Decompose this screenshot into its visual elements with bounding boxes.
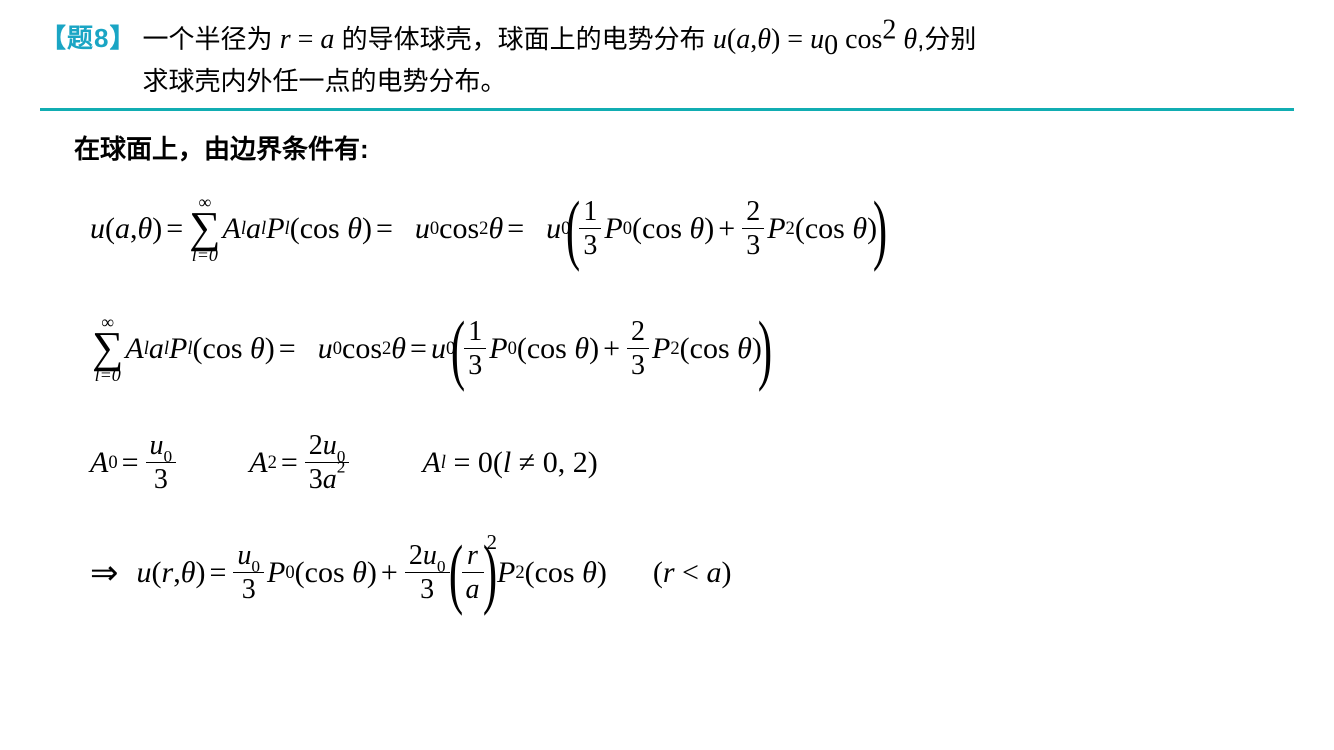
theta: θ [896, 24, 917, 55]
problem-header: 【题8】 一个半径为 r = a 的导体球壳，球面上的电势分布 u(a,θ) =… [40, 18, 1294, 102]
text-part: 的导体球壳，球面上的电势分布 [334, 24, 712, 54]
u: u [90, 212, 105, 246]
problem-label: 【题8】 [40, 18, 136, 55]
args: (a,θ) [727, 24, 780, 55]
fraction: 23 [742, 197, 764, 261]
fraction: 2u0 3a2 [305, 431, 350, 495]
var-r: r [280, 24, 291, 55]
fraction: 2u0 3 [405, 541, 450, 605]
cos: cos [838, 24, 882, 55]
summation-icon: ∞ ∑ l=0 [189, 193, 220, 264]
equation-3: A0 = u0 3 A2 = 2u0 3a2 Al = 0(l ≠ 0, 2) [90, 424, 1294, 502]
problem-statement: 一个半径为 r = a 的导体球壳，球面上的电势分布 u(a,θ) = u0 c… [142, 18, 976, 102]
sub-0: 0 [824, 30, 838, 61]
sup-2: 2 [882, 14, 896, 45]
paren-group: ( 13 P0(cos θ) + 23 P2(cos θ) ) [455, 310, 768, 388]
body-intro: 在球面上，由边界条件有: [74, 129, 1294, 166]
text-part: ,分别 [917, 24, 976, 54]
fraction: u0 3 [233, 541, 264, 605]
squared-paren: ( r a ) 2 [453, 534, 497, 612]
equation-1: u(a,θ) = ∞ ∑ l=0 AlalPl(cos θ) = u0 cos2… [90, 184, 1294, 274]
text-line2: 求球壳内外任一点的电势分布。 [142, 66, 506, 96]
var-u0: u [810, 24, 824, 55]
equals: = [780, 24, 810, 55]
paren-group: ( 13 P0(cos θ) + 23 P2(cos θ) ) [570, 190, 883, 268]
equation-4: ⇒ u(r,θ) = u0 3 P0(cos θ) + 2u0 3 ( r a … [90, 528, 1294, 618]
var-u: u [713, 24, 727, 55]
section-divider [40, 108, 1294, 111]
slide-page: 【题8】 一个半径为 r = a 的导体球壳，球面上的电势分布 u(a,θ) =… [0, 0, 1334, 618]
summation-icon: ∞ ∑ l=0 [92, 313, 123, 384]
arrow-icon: ⇒ [90, 553, 119, 593]
var-a: a [320, 24, 334, 55]
fraction: 13 [579, 197, 601, 261]
fraction: u0 3 [146, 431, 177, 495]
rest: = 0(l ≠ 0, 2) [453, 446, 597, 480]
equation-2: ∞ ∑ l=0 AlalPl(cos θ) = u0 cos2 θ = u0 (… [90, 304, 1294, 394]
text-part: 一个半径为 [142, 24, 279, 54]
equals: = [291, 24, 321, 55]
args: (a,θ) [105, 212, 162, 246]
